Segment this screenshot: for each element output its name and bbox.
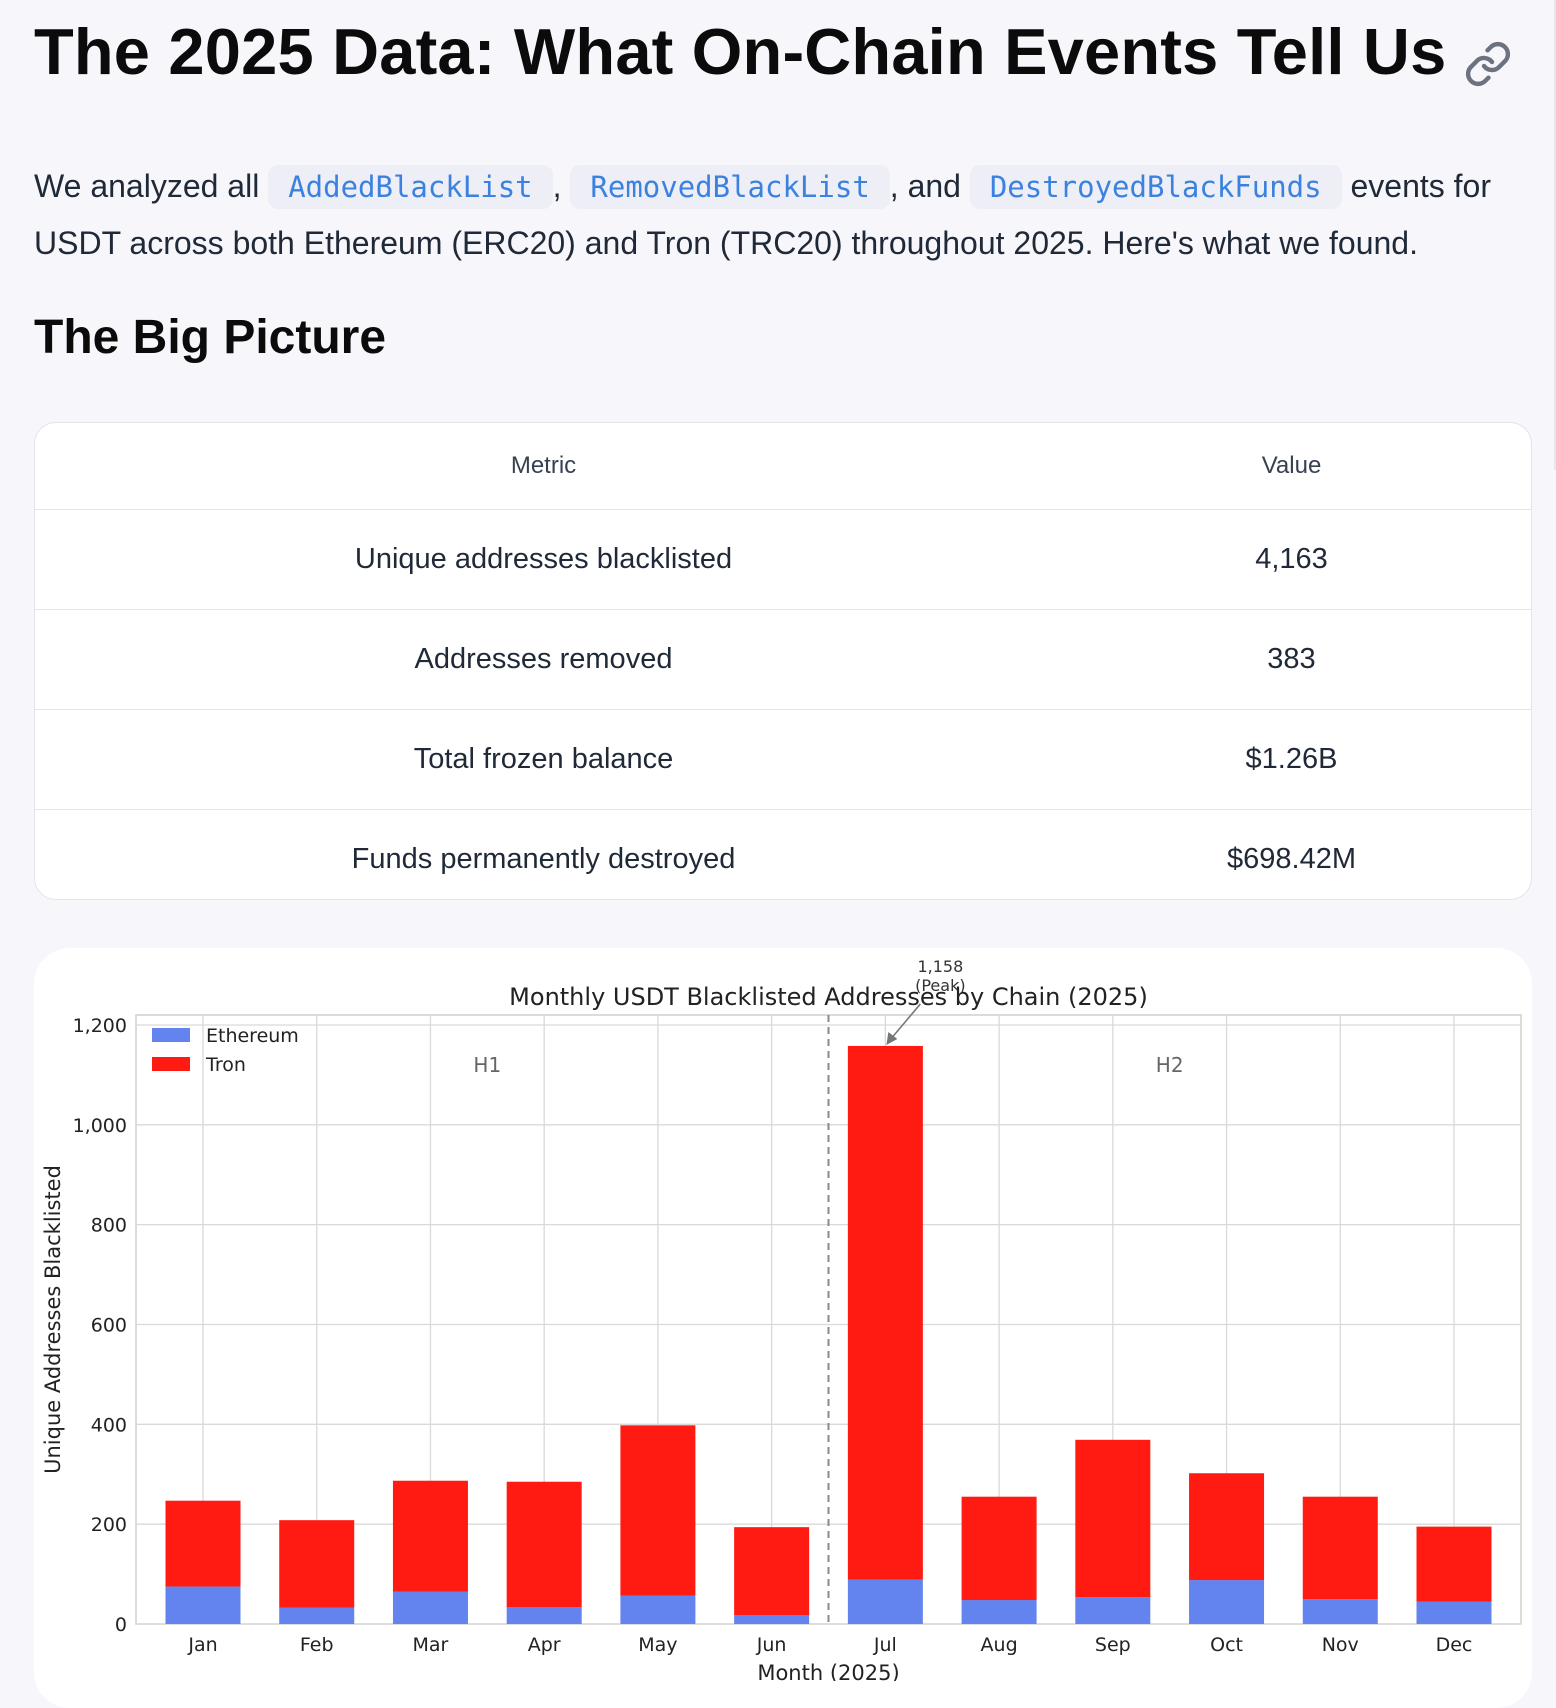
code-destroyed-black-funds: DestroyedBlackFunds [969,165,1342,209]
bar-ethereum [279,1607,355,1624]
legend-swatch-ethereum [152,1028,190,1042]
table-row: Addresses removed 383 [35,609,1531,710]
y-tick-label: 600 [91,1314,127,1336]
x-tick-label: Jul [873,1634,897,1656]
bar-tron [847,1045,923,1580]
page-scrollbar[interactable] [1554,0,1556,470]
table-header-row: Metric Value [35,423,1531,510]
table-row: Total frozen balance $1.26B [35,709,1531,810]
bar-ethereum [506,1607,582,1624]
header-value: Value [1052,423,1531,510]
x-tick-label: Aug [981,1634,1018,1656]
metrics-table: Metric Value Unique addresses blackliste… [34,422,1532,900]
x-tick-label: Oct [1210,1634,1243,1656]
bar-tron [279,1520,355,1608]
x-tick-label: Jun [756,1634,787,1656]
bar-ethereum [1416,1601,1492,1624]
bar-ethereum [847,1579,923,1624]
intro-sep-1: , [552,168,562,204]
x-axis-label: Month (2025) [757,1661,899,1681]
peak-arrow-head [886,1031,898,1045]
page-title-text: The 2025 Data: What On-Chain Events Tell… [34,15,1447,88]
bar-tron [506,1481,582,1608]
link-icon[interactable] [1464,28,1512,86]
intro-tail: events for USDT across both Ethereum (ER… [34,168,1491,261]
x-tick-label: Jan [187,1634,217,1656]
bar-ethereum [1075,1597,1151,1624]
code-added-blacklist: AddedBlackList [268,165,553,209]
x-tick-label: Nov [1322,1634,1359,1656]
bar-ethereum [961,1600,1037,1624]
legend-label-tron: Tron [205,1054,246,1076]
bar-ethereum [1302,1599,1378,1624]
bar-tron [165,1500,241,1587]
bar-tron [1302,1496,1378,1600]
metric-cell: Addresses removed [35,609,1052,710]
x-tick-label: Mar [413,1634,449,1656]
bar-tron [961,1496,1037,1601]
x-tick-label: Dec [1436,1634,1473,1656]
y-tick-label: 0 [115,1614,127,1636]
bar-ethereum [620,1595,696,1624]
peak-value-label: 1,158 [917,957,963,976]
value-cell: $698.42M [1227,843,1356,875]
y-tick-label: 400 [91,1414,127,1436]
metric-cell: Unique addresses blacklisted [35,509,1052,610]
y-tick-label: 1,200 [73,1015,127,1037]
bar-ethereum [392,1591,468,1624]
header-metric: Metric [35,423,1052,510]
y-axis-label: Unique Addresses Blacklisted [41,1165,65,1474]
bar-tron [734,1527,810,1616]
blacklist-chart: 0 200 400 600 800 1,000 1,200 Jan Feb Mar Apr May Ju… [41,957,1522,1681]
h2-label: H2 [1156,1053,1184,1077]
intro-lead: We analyzed all [34,168,260,204]
value-cell: 4,163 [1052,509,1531,610]
code-removed-blacklist: RemovedBlackList [570,165,890,209]
metric-cell: Funds permanently destroyed [351,843,736,875]
peak-arrow-line [887,1003,921,1043]
x-tick-label: May [638,1634,677,1656]
section-title: The Big Picture [34,311,387,364]
bar-tron [392,1480,468,1592]
bar-tron [620,1425,696,1596]
y-tick-label: 1,000 [73,1115,127,1137]
chart-title: Monthly USDT Blacklisted Addresses by Ch… [509,983,1148,1011]
bar-tron [1189,1473,1265,1581]
bar-tron [1075,1439,1151,1598]
h1-label: H1 [473,1053,501,1077]
x-tick-label: Sep [1095,1634,1131,1656]
bar-tron [1416,1526,1492,1602]
legend-swatch-tron [152,1057,190,1071]
x-tick-label: Apr [528,1634,561,1656]
value-cell: $1.26B [1052,709,1531,810]
peak-tag-label: (Peak) [915,976,965,995]
y-tick-label: 800 [91,1215,127,1237]
table-row: Unique addresses blacklisted 4,163 [35,509,1531,610]
bar-ethereum [734,1615,810,1624]
bar-ethereum [1189,1580,1265,1624]
x-tick-label: Feb [300,1634,334,1656]
page-title: The 2025 Data: What On-Chain Events Tell… [34,14,1512,89]
table-row: Funds permanently destroyed $698.42M [35,810,1531,900]
value-cell: 383 [1052,609,1531,710]
y-tick-label: 200 [91,1514,127,1536]
intro-paragraph: We analyzed all AddedBlackList, RemovedB… [34,158,1534,271]
legend-label-ethereum: Ethereum [206,1025,299,1047]
metric-cell: Total frozen balance [35,709,1052,810]
bar-ethereum [165,1586,241,1624]
intro-sep-2: , and [889,168,961,204]
